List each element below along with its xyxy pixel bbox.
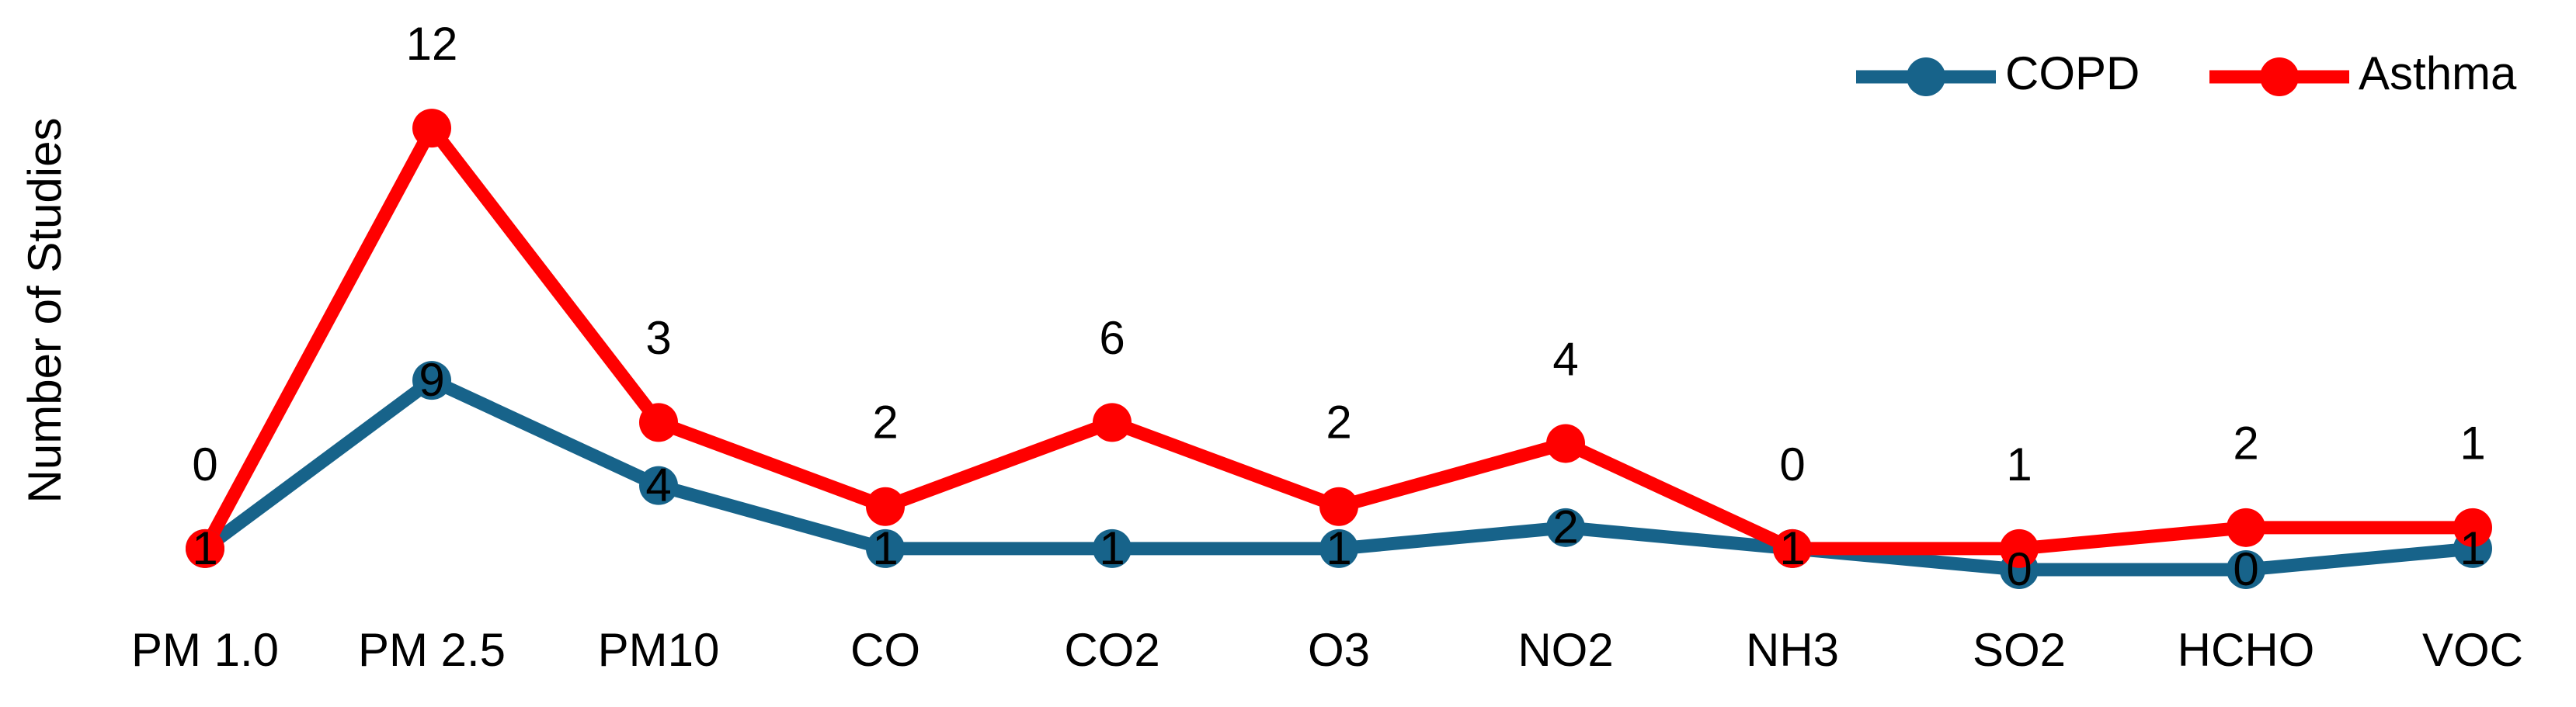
point xyxy=(2000,529,2039,568)
point xyxy=(1319,529,1358,568)
x-tick-label: PM 1.0 xyxy=(131,624,279,676)
data-label: 4 xyxy=(645,459,671,511)
data-label: 1 xyxy=(2460,522,2485,574)
point xyxy=(1093,403,1132,442)
x-tick-label: VOC xyxy=(2422,624,2523,676)
data-label: 1 xyxy=(1779,522,1805,574)
point xyxy=(866,487,905,526)
series-line xyxy=(199,121,2473,556)
point xyxy=(412,109,451,148)
data-label: 0 xyxy=(2233,543,2258,595)
data-label: 9 xyxy=(419,354,444,406)
point xyxy=(639,403,678,442)
data-label: 1 xyxy=(192,522,217,574)
data-label: 1 xyxy=(1099,522,1125,574)
point xyxy=(1773,529,1812,568)
point xyxy=(2453,508,2492,547)
point xyxy=(2227,508,2265,547)
x-tick-label: PM10 xyxy=(598,624,720,676)
data-label: 1 xyxy=(2006,438,2032,490)
point xyxy=(1093,529,1132,568)
data-label: 2 xyxy=(872,397,898,449)
point xyxy=(186,529,224,568)
point xyxy=(1319,487,1358,526)
data-label: 2 xyxy=(2233,418,2258,470)
point xyxy=(639,466,678,505)
point xyxy=(412,361,451,400)
legend-marker xyxy=(2260,57,2299,96)
data-label: 12 xyxy=(406,18,458,70)
point xyxy=(2227,550,2265,589)
data-label: 2 xyxy=(1552,501,1578,553)
data-label: 1 xyxy=(2460,418,2485,470)
x-tick-label: NH3 xyxy=(1746,624,1839,676)
x-tick-label: CO xyxy=(850,624,920,676)
x-tick-label: HCHO xyxy=(2178,624,2315,676)
x-tick-label: O3 xyxy=(1308,624,1370,676)
data-label: 0 xyxy=(192,438,217,490)
point xyxy=(1546,508,1585,547)
x-tick-label: SO2 xyxy=(1973,624,2066,676)
data-label: 6 xyxy=(1099,312,1125,364)
x-tick-label: NO2 xyxy=(1517,624,1613,676)
data-label: 0 xyxy=(2006,543,2032,595)
data-label: 4 xyxy=(1552,333,1578,385)
data-label: 1 xyxy=(1326,522,1351,574)
y-axis-title: Number of Studies xyxy=(19,118,71,504)
legend-label: Asthma xyxy=(2359,47,2517,99)
point xyxy=(1546,424,1585,463)
x-tick-label: PM 2.5 xyxy=(358,624,506,676)
data-label: 0 xyxy=(1779,438,1805,490)
data-label: 2 xyxy=(1326,397,1351,449)
data-label: 1 xyxy=(872,522,898,574)
point xyxy=(866,529,905,568)
legend-marker xyxy=(1907,57,1945,96)
x-tick-label: CO2 xyxy=(1064,624,1159,676)
legend-label: COPD xyxy=(2005,47,2140,99)
data-label: 3 xyxy=(645,312,671,364)
